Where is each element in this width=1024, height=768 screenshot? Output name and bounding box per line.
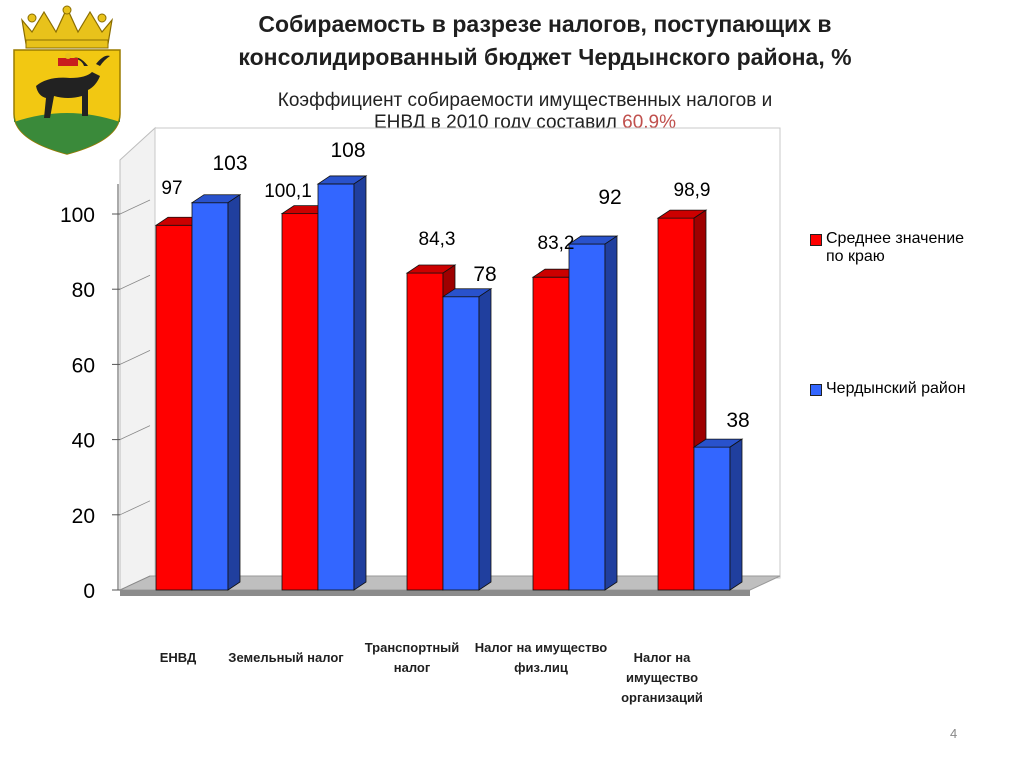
category-label-land-tax: Земельный налог <box>228 650 344 665</box>
data-label-cherdyn-district-1: 108 <box>330 139 365 162</box>
y-tick-label: 60 <box>72 354 95 377</box>
crown-icon <box>21 5 113 49</box>
bar-cherdyn-district-4 <box>693 446 731 591</box>
data-label-cherdyn-district-3: 92 <box>598 186 621 209</box>
data-label-regional-average-0: 97 <box>161 178 182 199</box>
chart-side-wall <box>119 126 156 591</box>
data-label-cherdyn-district-4: 38 <box>726 409 749 432</box>
data-label-regional-average-4: 98,9 <box>674 180 711 201</box>
bar-regional-average-3 <box>532 276 570 591</box>
data-label-regional-average-3: 83,2 <box>538 233 575 254</box>
category-label-transport-tax: Транспортный налог <box>364 640 460 675</box>
legend-item-cherdyn-district: Чердынский район <box>810 380 986 398</box>
page-number: 4 <box>950 726 958 741</box>
chart-floor-edge <box>120 590 750 596</box>
bar-cherdyn-district-0 <box>191 202 229 591</box>
data-label-cherdyn-district-2: 78 <box>473 263 496 286</box>
bar-cherdyn-district-1 <box>317 183 355 591</box>
y-grid-stub <box>119 199 151 215</box>
bar-regional-average-0 <box>155 224 193 591</box>
y-tick-label: 0 <box>83 580 95 603</box>
category-label-envd: ЕНВД <box>159 650 197 665</box>
legend-swatch-blue <box>810 384 822 396</box>
category-label-property-tax-organizations: Налог на имущество организаций <box>621 650 703 705</box>
bar-side-face <box>353 175 367 591</box>
legend-swatch-red <box>810 234 822 246</box>
data-label-regional-average-2: 84,3 <box>419 229 456 250</box>
data-label-regional-average-1: 100,1 <box>264 181 312 202</box>
coat-of-arms-logo <box>13 5 121 155</box>
y-tick-label: 100 <box>60 204 95 227</box>
moose-icon <box>36 55 110 118</box>
bar-cherdyn-district-2 <box>442 296 480 591</box>
y-grid-stub <box>119 575 151 591</box>
bar-regional-average-1 <box>281 213 319 591</box>
y-tick-label: 40 <box>72 430 95 453</box>
bar-cherdyn-district-3 <box>568 243 606 591</box>
y-tick-label: 20 <box>72 505 95 528</box>
bar-regional-average-2 <box>406 272 444 591</box>
bar-side-face <box>227 193 241 591</box>
category-label-property-tax-individuals: Налог на имущество физ.лиц <box>474 640 608 675</box>
data-label-cherdyn-district-0: 103 <box>212 152 247 175</box>
legend-label-regional-average: Среднее значение по краю <box>826 230 965 265</box>
y-grid-stub <box>119 425 151 440</box>
bar-side-face <box>729 438 743 591</box>
legend-item-regional-average: Среднее значение по краю <box>810 230 986 266</box>
y-grid-stub <box>119 274 151 290</box>
bar-side-face <box>604 235 618 591</box>
legend-label-cherdyn-district: Чердынский район <box>826 380 966 397</box>
y-grid-stub <box>119 500 151 516</box>
y-tick-label: 80 <box>72 279 95 302</box>
slide-title: Собираемость в разрезе налогов, поступаю… <box>238 11 852 70</box>
y-grid-stub <box>119 350 151 365</box>
small-crown-icon <box>58 53 78 66</box>
bar-side-face <box>478 287 492 591</box>
bar-regional-average-4 <box>657 217 695 591</box>
